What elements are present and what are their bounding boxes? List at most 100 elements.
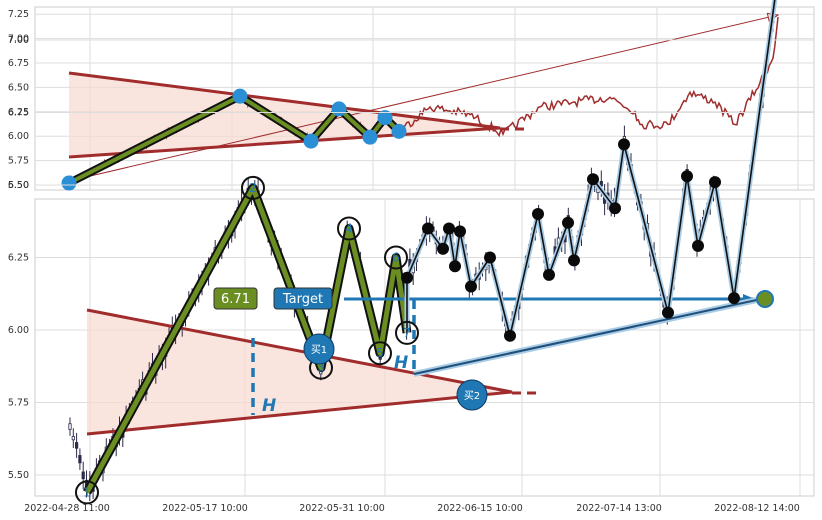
overview-pivot bbox=[232, 88, 248, 104]
pattern-point-label: 3 bbox=[317, 361, 325, 375]
main-x-tick: 2022-08-12 14:00 bbox=[714, 503, 800, 514]
main-y-tick: 5.75 bbox=[8, 398, 29, 409]
zigzag-pivot bbox=[465, 280, 477, 293]
main-y-tick: 7.00 bbox=[8, 35, 29, 46]
target-label-box: Target bbox=[273, 287, 333, 310]
zigzag-pivot bbox=[422, 222, 434, 235]
pattern-point-marker bbox=[384, 245, 408, 270]
zigzag-pivot bbox=[709, 176, 721, 189]
zigzag-pivot bbox=[454, 225, 466, 238]
buy-signal-1: 买1 bbox=[303, 333, 335, 365]
zigzag-pivot bbox=[587, 173, 599, 186]
target-value-box-bg bbox=[213, 287, 258, 310]
buy-signal-2: 买2 bbox=[456, 379, 488, 411]
main-x-tick: 2022-05-31 10:00 bbox=[299, 503, 385, 514]
pattern-point-label: 5 bbox=[376, 346, 384, 360]
overview-y-tick: 6.25 bbox=[8, 107, 29, 118]
main-x-tick: 2022-07-14 13:00 bbox=[576, 503, 662, 514]
pattern-point-label: 4 bbox=[345, 222, 353, 236]
main-y-tick: 6.75 bbox=[8, 108, 29, 119]
zigzag-pivot bbox=[449, 260, 461, 273]
overview-upper-trendline bbox=[68, 71, 501, 130]
overview-pivot bbox=[303, 133, 319, 149]
target-label-box-bg bbox=[273, 287, 333, 310]
overview-pivot bbox=[331, 101, 347, 117]
candle-body bbox=[81, 471, 85, 480]
buy-signal-1-label: 买1 bbox=[311, 344, 327, 356]
overview-pivot bbox=[391, 123, 407, 139]
pattern-line bbox=[84, 185, 410, 494]
main-y-tick: 6.50 bbox=[8, 180, 29, 191]
zigzag-pivot bbox=[728, 292, 740, 305]
height-marker-label-1: H bbox=[262, 396, 276, 416]
projection-line bbox=[413, 297, 767, 375]
main-upper-trendline bbox=[86, 308, 513, 394]
target-point bbox=[756, 290, 774, 308]
main-x-tick: 2022-04-28 11:00 bbox=[24, 503, 110, 514]
pattern-point-marker bbox=[241, 175, 265, 200]
overview-lower-trendline bbox=[68, 126, 501, 159]
pattern-points: 1 2 3 4 5 6 7 bbox=[75, 175, 419, 505]
zigzag-pivot bbox=[504, 329, 516, 342]
overview-y-tick: 5.75 bbox=[8, 156, 29, 167]
main-y-tick: 5.50 bbox=[8, 470, 29, 481]
main-x-tick-labels: 2022-04-28 11:00 2022-05-17 10:00 2022-05-… bbox=[24, 503, 800, 514]
zigzag-pivot bbox=[662, 306, 674, 319]
main-triangle-fill bbox=[87, 310, 512, 434]
overview-y-tick: 6.75 bbox=[8, 58, 29, 69]
overview-pivot-markers bbox=[61, 88, 407, 191]
pattern-point-marker bbox=[337, 216, 361, 241]
zigzag-pivot bbox=[401, 271, 413, 284]
candle-body bbox=[68, 423, 72, 430]
zigzag-pivot bbox=[532, 208, 544, 220]
pattern-point-label: 7 bbox=[403, 326, 411, 340]
target-value-label: 6.71 bbox=[221, 292, 250, 307]
target-label: Target bbox=[282, 292, 323, 307]
main-x-tick: 2022-06-15 10:00 bbox=[437, 503, 523, 514]
zigzag-pivot-dots bbox=[401, 138, 740, 342]
zigzag-pivot bbox=[484, 251, 496, 264]
overview-panel: 5.50 5.75 6.00 6.25 6.50 6.75 7.00 7.25 bbox=[8, 6, 815, 191]
main-panel: 5.50 5.75 6.00 6.25 6.50 6.75 7.00 7.25 2022-04… bbox=[8, 0, 815, 514]
pattern-point-label: 2 bbox=[249, 181, 257, 195]
candle-body bbox=[78, 455, 82, 464]
zigzag-pivot bbox=[609, 202, 621, 215]
zigzag-pivot bbox=[543, 268, 555, 281]
buy-signal-2-label: 买2 bbox=[464, 390, 480, 402]
main-x-tick: 2022-05-17 10:00 bbox=[162, 503, 248, 514]
main-lower-trendline bbox=[86, 390, 513, 436]
overview-y-tick: 7.00 bbox=[8, 34, 29, 45]
overview-pivot bbox=[362, 129, 378, 145]
pattern-point-label: 6 bbox=[392, 251, 400, 265]
overview-y-tick: 7.25 bbox=[8, 9, 29, 20]
overview-y-tick: 6.50 bbox=[8, 82, 29, 93]
zigzag-pivot bbox=[618, 138, 630, 151]
zigzag-pivot bbox=[562, 216, 574, 229]
main-y-tick: 6.25 bbox=[8, 253, 29, 264]
overview-y-tick: 6.00 bbox=[8, 131, 29, 142]
height-marker-label-2: H bbox=[394, 353, 408, 373]
zigzag-pivot bbox=[437, 242, 449, 255]
pattern-point-marker bbox=[395, 320, 419, 345]
buy-signal-1-marker bbox=[303, 333, 335, 365]
overview-y-tick-labels: 5.50 5.75 6.00 6.25 6.50 6.75 7.00 7.25 bbox=[8, 9, 29, 191]
candle-body bbox=[599, 181, 603, 187]
pattern-point-marker bbox=[368, 341, 392, 366]
pattern-point-label: 1 bbox=[83, 485, 91, 499]
zigzag-pivot bbox=[681, 170, 693, 183]
zigzag-pivot bbox=[568, 254, 580, 267]
zigzag-pivot bbox=[692, 239, 704, 252]
overview-pivot bbox=[377, 110, 393, 126]
overview-triangle-fill bbox=[69, 73, 500, 157]
pattern-point-marker bbox=[75, 480, 99, 505]
candle-body bbox=[71, 436, 75, 441]
overview-projection-arrow bbox=[68, 15, 778, 182]
target-value-box: 6.71 bbox=[213, 287, 258, 310]
main-y-tick-labels: 5.505.756.006.256.506.757.007.25 bbox=[8, 35, 29, 481]
overview-pivot bbox=[61, 175, 77, 191]
zigzag-pivot bbox=[443, 222, 455, 235]
candle-body bbox=[75, 442, 79, 449]
buy-signal-2-marker bbox=[456, 379, 488, 411]
overview-y-tick: 5.50 bbox=[8, 180, 29, 191]
